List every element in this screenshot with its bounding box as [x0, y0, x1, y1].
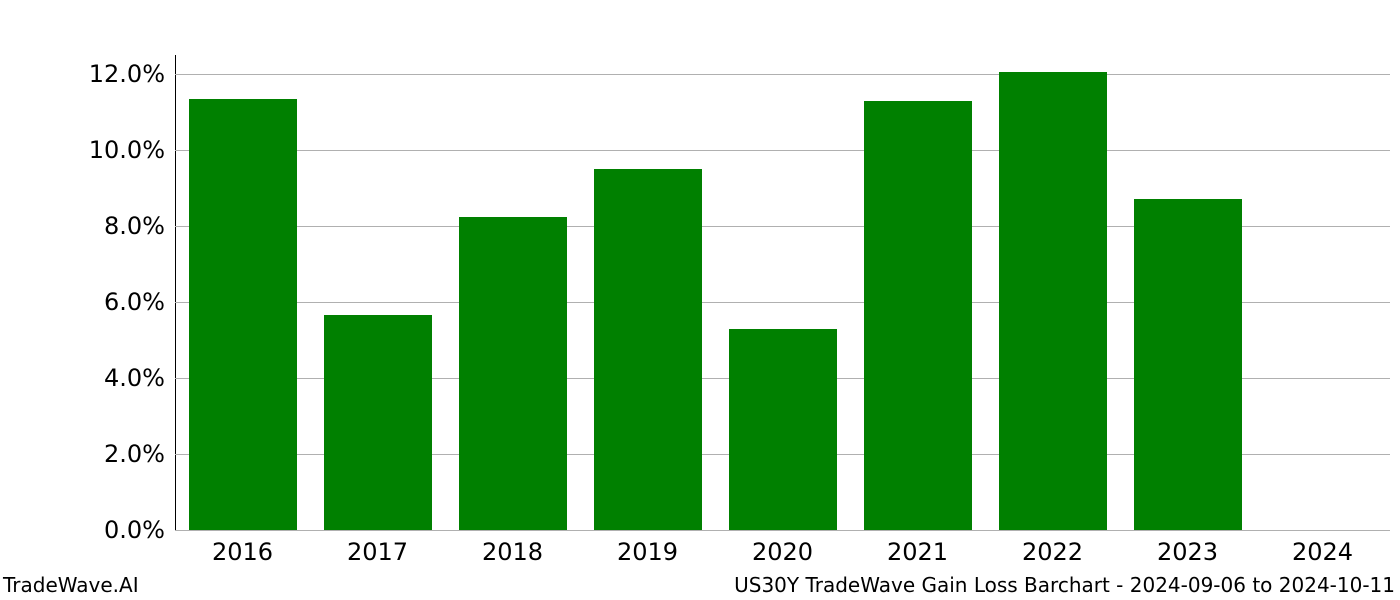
- ytick-label: 8.0%: [104, 212, 175, 240]
- y-axis-line: [175, 55, 176, 530]
- xtick-label: 2023: [1157, 530, 1218, 566]
- xtick-label: 2020: [752, 530, 813, 566]
- ytick-label: 10.0%: [89, 136, 175, 164]
- bar: [459, 217, 567, 531]
- plot-area: 0.0%2.0%4.0%6.0%8.0%10.0%12.0%2016201720…: [175, 55, 1390, 530]
- ytick-label: 4.0%: [104, 364, 175, 392]
- gridline: [175, 74, 1390, 75]
- gridline: [175, 150, 1390, 151]
- ytick-label: 6.0%: [104, 288, 175, 316]
- bar: [729, 329, 837, 530]
- ytick-label: 0.0%: [104, 516, 175, 544]
- footer-brand: TradeWave.AI: [3, 573, 139, 597]
- bar: [189, 99, 297, 530]
- xtick-label: 2021: [887, 530, 948, 566]
- bar: [999, 72, 1107, 530]
- footer-caption: US30Y TradeWave Gain Loss Barchart - 202…: [734, 573, 1395, 597]
- bar: [594, 169, 702, 530]
- gain-loss-barchart: 0.0% 2.0% 4.0% 6.0% 8.0% 10.0% 12.0% 2016 2017 20…: [0, 0, 1400, 600]
- ytick-label: 2.0%: [104, 440, 175, 468]
- bar: [324, 315, 432, 530]
- bar: [1134, 199, 1242, 530]
- xtick-label: 2019: [617, 530, 678, 566]
- xtick-label: 2022: [1022, 530, 1083, 566]
- ytick-label: 12.0%: [89, 60, 175, 88]
- xtick-label: 2024: [1292, 530, 1353, 566]
- xtick-label: 2018: [482, 530, 543, 566]
- xtick-label: 2016: [212, 530, 273, 566]
- bar: [864, 101, 972, 530]
- xtick-label: 2017: [347, 530, 408, 566]
